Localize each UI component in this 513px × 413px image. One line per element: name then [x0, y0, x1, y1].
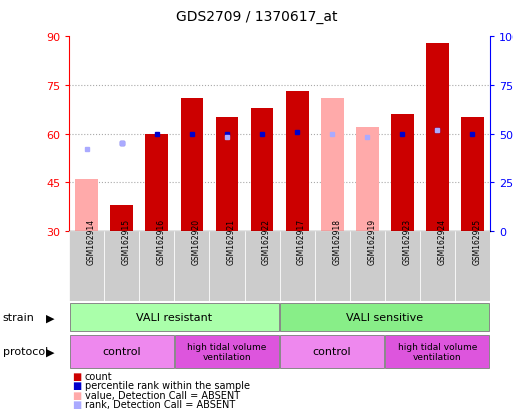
- Text: strain: strain: [3, 312, 34, 323]
- FancyBboxPatch shape: [175, 335, 279, 368]
- Text: GSM162925: GSM162925: [472, 219, 481, 265]
- Text: GSM162920: GSM162920: [192, 219, 201, 265]
- Text: high tidal volume
ventilation: high tidal volume ventilation: [187, 342, 267, 361]
- Text: GSM162921: GSM162921: [227, 219, 236, 265]
- Text: ■: ■: [72, 380, 81, 390]
- FancyBboxPatch shape: [140, 231, 174, 301]
- FancyBboxPatch shape: [385, 231, 420, 301]
- Bar: [251, 108, 273, 231]
- Text: control: control: [313, 347, 351, 356]
- Text: protocol: protocol: [3, 347, 48, 356]
- FancyBboxPatch shape: [104, 231, 140, 301]
- Text: GSM162923: GSM162923: [402, 219, 411, 265]
- Text: percentile rank within the sample: percentile rank within the sample: [85, 380, 250, 390]
- Bar: [321, 99, 344, 231]
- FancyBboxPatch shape: [350, 231, 385, 301]
- FancyBboxPatch shape: [245, 231, 280, 301]
- Text: GSM162919: GSM162919: [367, 219, 376, 265]
- Bar: [110, 205, 133, 231]
- Text: control: control: [103, 347, 141, 356]
- Text: high tidal volume
ventilation: high tidal volume ventilation: [398, 342, 477, 361]
- Text: VALI resistant: VALI resistant: [136, 312, 212, 323]
- Text: count: count: [85, 371, 112, 381]
- Text: ■: ■: [72, 371, 81, 381]
- FancyBboxPatch shape: [70, 335, 174, 368]
- Bar: [181, 99, 203, 231]
- Text: ■: ■: [72, 399, 81, 409]
- Text: GSM162917: GSM162917: [297, 219, 306, 265]
- Bar: [461, 118, 484, 231]
- FancyBboxPatch shape: [455, 231, 490, 301]
- Text: GSM162918: GSM162918: [332, 219, 341, 265]
- Text: GSM162916: GSM162916: [157, 219, 166, 265]
- FancyBboxPatch shape: [209, 231, 245, 301]
- FancyBboxPatch shape: [420, 231, 455, 301]
- FancyBboxPatch shape: [280, 335, 384, 368]
- FancyBboxPatch shape: [385, 335, 489, 368]
- Bar: [286, 92, 308, 231]
- FancyBboxPatch shape: [280, 231, 314, 301]
- Bar: [215, 118, 239, 231]
- Text: GSM162915: GSM162915: [122, 219, 131, 265]
- FancyBboxPatch shape: [280, 304, 489, 331]
- Text: GDS2709 / 1370617_at: GDS2709 / 1370617_at: [176, 10, 337, 24]
- Text: GSM162924: GSM162924: [437, 219, 446, 265]
- FancyBboxPatch shape: [70, 304, 279, 331]
- FancyBboxPatch shape: [174, 231, 209, 301]
- Bar: [75, 180, 98, 231]
- Text: VALI sensitive: VALI sensitive: [346, 312, 423, 323]
- Text: value, Detection Call = ABSENT: value, Detection Call = ABSENT: [85, 390, 240, 400]
- Text: GSM162914: GSM162914: [87, 219, 96, 265]
- Bar: [426, 44, 449, 231]
- Text: GSM162922: GSM162922: [262, 219, 271, 265]
- Bar: [146, 134, 168, 231]
- Text: ■: ■: [72, 390, 81, 400]
- Bar: [356, 128, 379, 231]
- Text: ▶: ▶: [46, 312, 54, 323]
- Bar: [391, 115, 413, 231]
- Text: ▶: ▶: [46, 347, 54, 356]
- FancyBboxPatch shape: [69, 231, 104, 301]
- Text: rank, Detection Call = ABSENT: rank, Detection Call = ABSENT: [85, 399, 235, 409]
- FancyBboxPatch shape: [314, 231, 350, 301]
